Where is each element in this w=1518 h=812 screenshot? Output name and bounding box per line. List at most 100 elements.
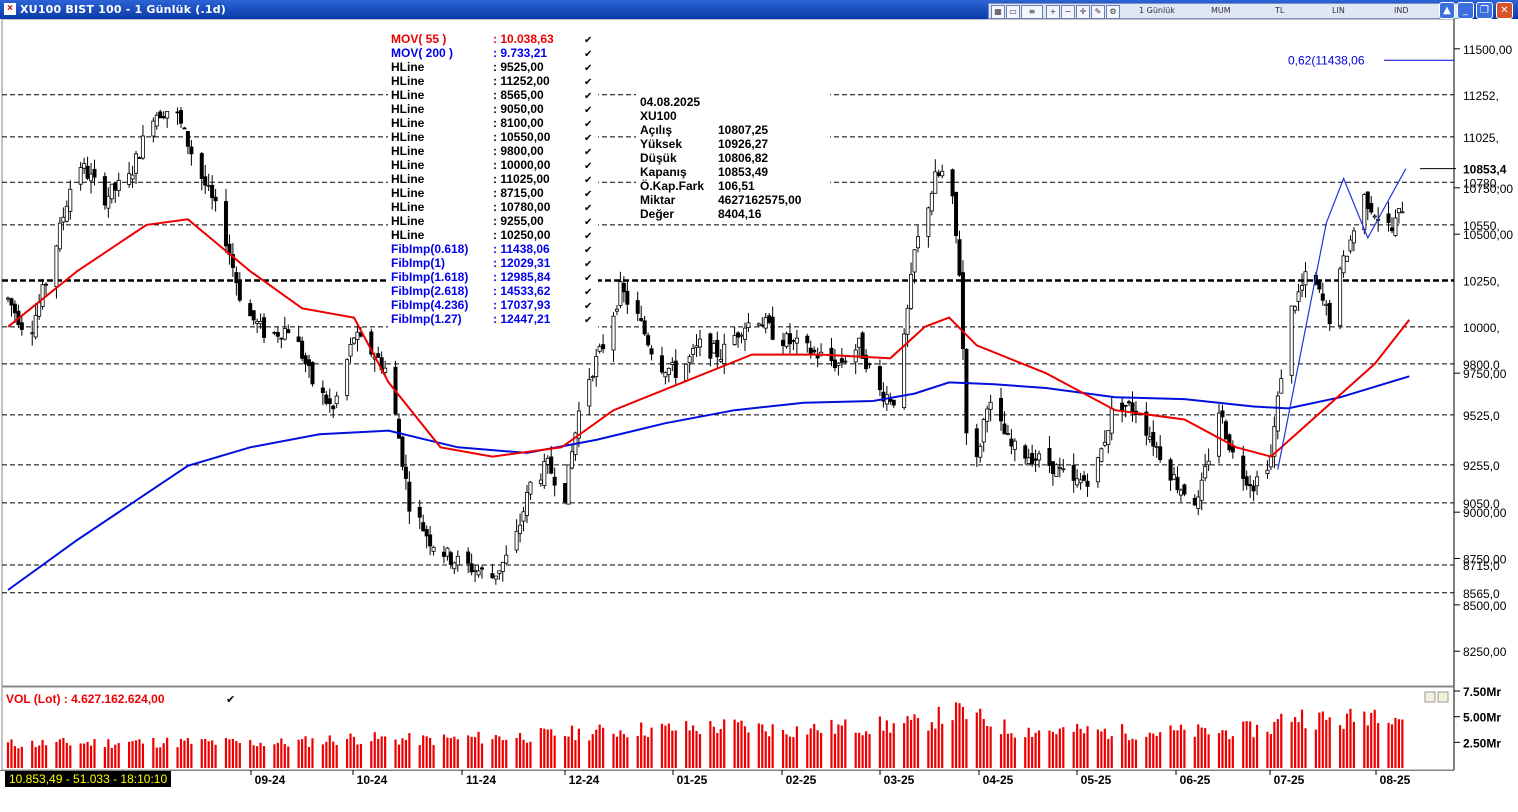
zoom-out-icon[interactable]: − <box>1061 5 1075 19</box>
period-selector[interactable]: 1 Günlük <box>1139 6 1175 15</box>
legend-value: : 10780,00 <box>493 200 551 214</box>
crosshair-icon[interactable]: ✛ <box>1076 5 1090 19</box>
volume-bar <box>166 737 169 768</box>
maximize-button[interactable]: ❐ <box>1476 2 1493 19</box>
legend-check-icon: ✔ <box>584 203 592 214</box>
volume-bar <box>1280 713 1283 768</box>
hline-label: 11252, <box>1463 89 1499 103</box>
settings-icon[interactable]: ⚙ <box>1106 5 1120 19</box>
panel-close-icon[interactable] <box>1437 691 1449 703</box>
chart-type-selector[interactable]: MUM <box>1211 6 1231 15</box>
legend-name: MOV( 200 ) <box>391 46 453 60</box>
volume-tick-label: 2.50Mr <box>1463 736 1501 750</box>
folder-icon[interactable]: ▭ <box>1006 5 1020 19</box>
legend-name: FibImp(1.27) <box>391 312 462 326</box>
volume-axis-ticks: 7.50Mr 5.00Mr 2.50Mr <box>1454 685 1501 750</box>
volume-bar <box>1352 721 1356 768</box>
candle-down <box>417 506 422 518</box>
window-titlebar[interactable]: × XU100 BIST 100 - 1 Günlük (.1d) ▦ ▭ ≡ … <box>0 0 1518 19</box>
candle-down <box>812 349 817 353</box>
volume-bar <box>1304 728 1307 768</box>
panel-restore-icon[interactable] <box>1424 691 1436 703</box>
legend-check-icon: ✔ <box>584 259 592 270</box>
candle-down <box>1230 446 1235 453</box>
candle-up <box>711 343 716 354</box>
app-menu-icon[interactable]: × <box>4 3 16 15</box>
candle-down <box>936 172 941 176</box>
volume-bar <box>567 736 570 768</box>
currency-selector[interactable]: TL <box>1275 6 1285 15</box>
volume-bar <box>1006 733 1010 768</box>
time-tick-label: 08-25 <box>1380 773 1411 787</box>
candle-down <box>296 336 301 342</box>
candle-down <box>300 340 305 359</box>
info-value: 8404,16 <box>718 207 762 221</box>
volume-bar <box>397 744 401 768</box>
candle-up <box>272 331 277 334</box>
draw-icon[interactable]: ✎ <box>1091 5 1105 19</box>
volume-bar <box>1252 737 1255 768</box>
stock-chart[interactable]: 11252, 11025, 10780, 10550, 10250, 10000, 9800… <box>0 19 1518 770</box>
volume-bar <box>1100 731 1103 768</box>
candle-down <box>1120 402 1125 412</box>
volume-check-icon[interactable]: ✔ <box>226 693 235 706</box>
volume-bar <box>595 729 598 768</box>
volume-bar <box>930 722 933 768</box>
candle-up <box>334 395 339 405</box>
minimize-button[interactable]: _ <box>1457 2 1474 19</box>
candle-down <box>1241 455 1246 479</box>
volume-bar <box>332 741 335 768</box>
close-button[interactable]: ✕ <box>1496 2 1513 19</box>
indicator-selector[interactable]: IND <box>1394 6 1409 15</box>
volume-bar <box>456 739 459 768</box>
grid-icon[interactable]: ▦ <box>991 5 1005 19</box>
volume-bar <box>1027 727 1030 768</box>
candle-up <box>1057 467 1062 469</box>
candle-up <box>981 419 986 443</box>
volume-bar <box>577 728 580 768</box>
volume-bar <box>1231 736 1234 768</box>
info-label: Yüksek <box>640 137 682 151</box>
volume-bar <box>844 719 847 768</box>
candle-down <box>639 318 644 321</box>
indicator-legend: MOV( 55 ): 10.038,63 ✔ MOV( 200 ): 9.733,2… <box>388 30 598 328</box>
volume-bar <box>31 740 34 768</box>
bookmark-icon[interactable]: ≡ <box>1021 5 1043 19</box>
scroll-up-icon[interactable]: ▲ <box>1439 2 1455 19</box>
volume-bar <box>671 730 674 768</box>
candle-up <box>1012 440 1017 450</box>
zoom-in-icon[interactable]: + <box>1046 5 1060 19</box>
candle-down <box>480 567 485 570</box>
candle-up <box>1078 479 1083 484</box>
volume-bar <box>1373 709 1376 768</box>
volume-bar <box>999 734 1003 768</box>
volume-bar <box>283 744 286 768</box>
candle-up <box>165 110 170 119</box>
volume-bar <box>1266 731 1269 768</box>
hline-label-bg <box>1456 406 1516 422</box>
volume-bar <box>224 738 228 768</box>
scale-selector[interactable]: LIN <box>1332 6 1345 15</box>
volume-bar <box>1179 724 1183 768</box>
volume-plot-area <box>1 686 1455 770</box>
volume-bar <box>1387 722 1390 768</box>
volume-bar <box>207 741 210 768</box>
volume-bar <box>858 732 861 768</box>
volume-bar <box>806 734 809 768</box>
legend-value: : 9050,00 <box>493 102 544 116</box>
candle-up <box>1102 441 1107 446</box>
volume-bar <box>650 727 653 768</box>
candle-up <box>61 216 66 223</box>
price-ticker: 10.853,49 - 51.033 - 18:10:10 <box>5 771 172 787</box>
volume-bar <box>307 746 311 768</box>
volume-bar <box>1242 721 1245 768</box>
volume-bar <box>916 718 920 768</box>
volume-bar <box>736 722 740 768</box>
candle-down <box>310 361 315 385</box>
candle-up <box>476 570 481 576</box>
volume-bar <box>401 738 404 768</box>
hline-label: 10550, <box>1463 219 1500 233</box>
candle-up <box>106 195 111 209</box>
hline-label-bg <box>1456 557 1516 573</box>
volume-bar <box>6 742 10 768</box>
